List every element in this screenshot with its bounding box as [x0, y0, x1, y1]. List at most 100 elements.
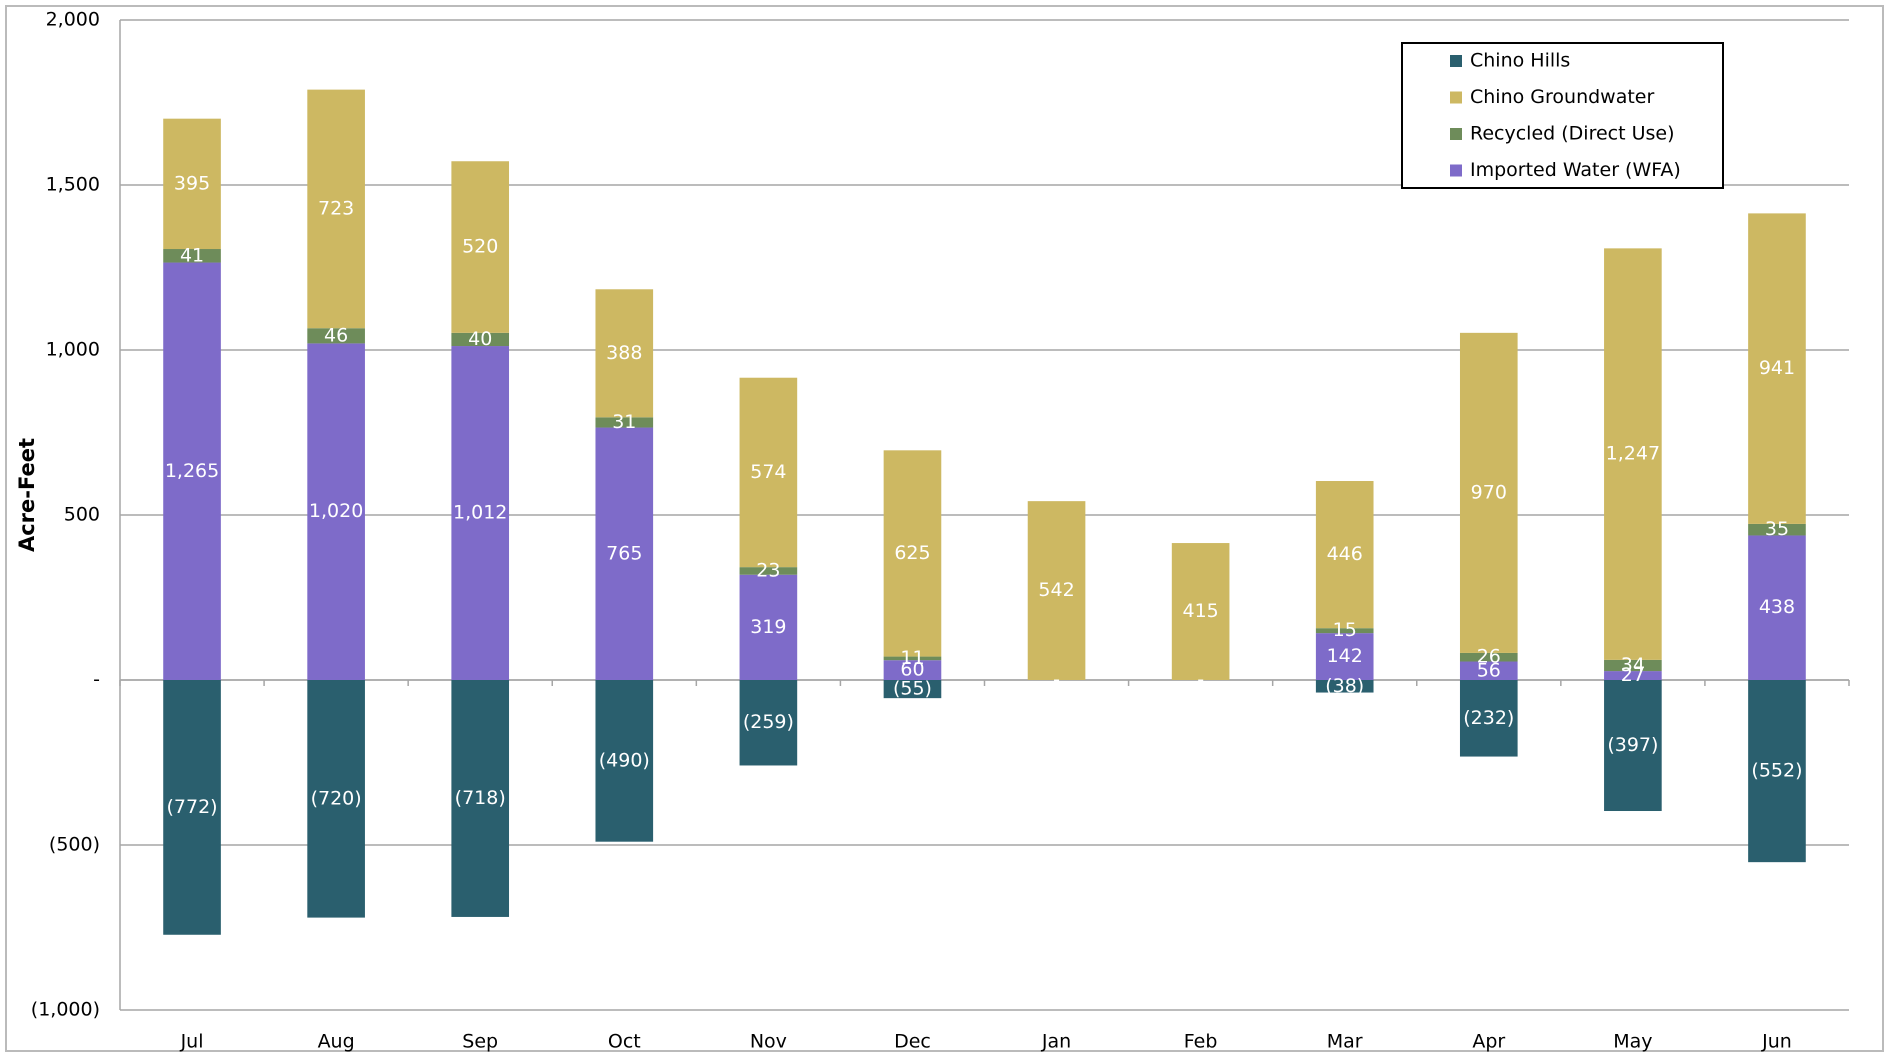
value-label: 15 [1333, 619, 1357, 641]
value-label: 388 [606, 342, 642, 364]
value-label: 395 [174, 172, 210, 194]
value-label: - [1197, 669, 1204, 691]
value-label: 40 [468, 328, 492, 350]
value-label: 1,265 [165, 460, 219, 482]
value-label: 60 [900, 659, 924, 681]
value-label: 438 [1759, 596, 1795, 618]
value-label: 723 [318, 197, 354, 219]
chart-frame [5, 5, 1884, 1052]
value-label: 34 [1621, 654, 1645, 676]
x-tick-label: Sep [462, 1031, 498, 1053]
bar-segment [163, 680, 221, 935]
bar-segment [883, 656, 942, 661]
value-label: 1,012 [453, 502, 507, 524]
bar-segment [307, 328, 365, 344]
bar-segment [451, 346, 510, 680]
value-label: 11 [900, 647, 924, 669]
y-tick-label: - [93, 669, 100, 691]
legend-box [1401, 42, 1724, 189]
y-tick-label: 1,500 [46, 174, 100, 196]
legend-swatch [1450, 164, 1462, 177]
value-label: 41 [180, 244, 204, 266]
value-label: 319 [750, 616, 786, 638]
y-axis-label: Acre-Feet [15, 438, 39, 552]
bar-segment [1459, 680, 1518, 757]
bar-segment [739, 574, 798, 680]
x-tick-label: May [1613, 1031, 1652, 1053]
bar-segment [1604, 680, 1662, 812]
value-label: 56 [1477, 659, 1501, 681]
bar-segment [595, 680, 654, 842]
bar-segment [307, 89, 365, 329]
x-tick-label: Feb [1184, 1031, 1218, 1053]
bar-segment [163, 249, 221, 263]
value-label: (55) [893, 678, 932, 700]
legend-label: Imported Water (WFA) [1470, 159, 1681, 181]
value-label: 26 [1477, 646, 1501, 668]
bar-segment [595, 427, 654, 680]
bar-segment [883, 680, 942, 699]
y-tick-label: 1,000 [46, 339, 100, 361]
value-label: (259) [743, 711, 794, 733]
legend-swatch [1450, 128, 1462, 140]
y-tick-label: 500 [64, 504, 100, 526]
x-tick-label: Jun [1761, 1031, 1792, 1053]
bar-segment [307, 680, 365, 918]
x-tick-label: Oct [608, 1031, 641, 1053]
bar-segment [1459, 332, 1518, 653]
bar-segment [1748, 680, 1806, 863]
value-label: (38) [1325, 675, 1364, 697]
value-label: - [1053, 669, 1060, 691]
value-label: (718) [455, 787, 506, 809]
value-label: 574 [750, 461, 786, 483]
bar-segment [451, 680, 510, 917]
value-label: (397) [1607, 734, 1658, 756]
bar-segment [883, 660, 942, 680]
bar-segment [1315, 481, 1374, 629]
legend-label: Recycled (Direct Use) [1470, 123, 1675, 145]
bar-segment [163, 262, 221, 680]
value-label: (772) [166, 796, 217, 818]
bar-segment [1459, 652, 1518, 662]
value-label: 1,020 [309, 500, 363, 522]
value-label: 27 [1621, 664, 1645, 686]
bar-segment [739, 680, 798, 766]
value-label: 446 [1327, 543, 1363, 565]
bar-segment [1748, 523, 1806, 536]
bar-segment [1748, 535, 1806, 680]
x-tick-label: Apr [1472, 1031, 1505, 1053]
bar-segment [1748, 213, 1806, 524]
bar-segment [739, 377, 798, 568]
legend-label: Chino Hills [1470, 50, 1570, 72]
value-label: 765 [606, 542, 642, 564]
x-tick-label: Jul [180, 1031, 204, 1053]
y-tick-label: (500) [49, 834, 100, 856]
x-tick-label: Dec [894, 1031, 931, 1053]
bar-segment [1171, 543, 1230, 680]
value-label: 31 [612, 411, 636, 433]
bar-segment [1027, 501, 1086, 680]
value-label: 520 [462, 236, 498, 258]
bar-segment [595, 417, 654, 428]
value-label: 142 [1327, 645, 1363, 667]
value-label: 970 [1471, 481, 1507, 503]
bar-segment [1604, 671, 1662, 680]
bar-segment [451, 332, 510, 347]
value-label: 542 [1038, 579, 1074, 601]
y-tick-label: 2,000 [46, 9, 100, 31]
y-tick-label: (1,000) [31, 999, 100, 1021]
value-label: 415 [1182, 600, 1218, 622]
value-label: 625 [894, 542, 930, 564]
bar-segment [883, 450, 942, 657]
x-tick-label: Jan [1041, 1031, 1071, 1053]
bar-segment [739, 567, 798, 575]
value-label: (232) [1463, 707, 1514, 729]
value-label: 1,247 [1606, 443, 1660, 465]
value-label: (490) [599, 749, 650, 771]
bar-segment [307, 343, 365, 680]
value-label: 46 [324, 324, 348, 346]
bar-segment [1459, 661, 1518, 680]
value-label: 941 [1759, 357, 1795, 379]
value-label: 35 [1765, 518, 1789, 540]
